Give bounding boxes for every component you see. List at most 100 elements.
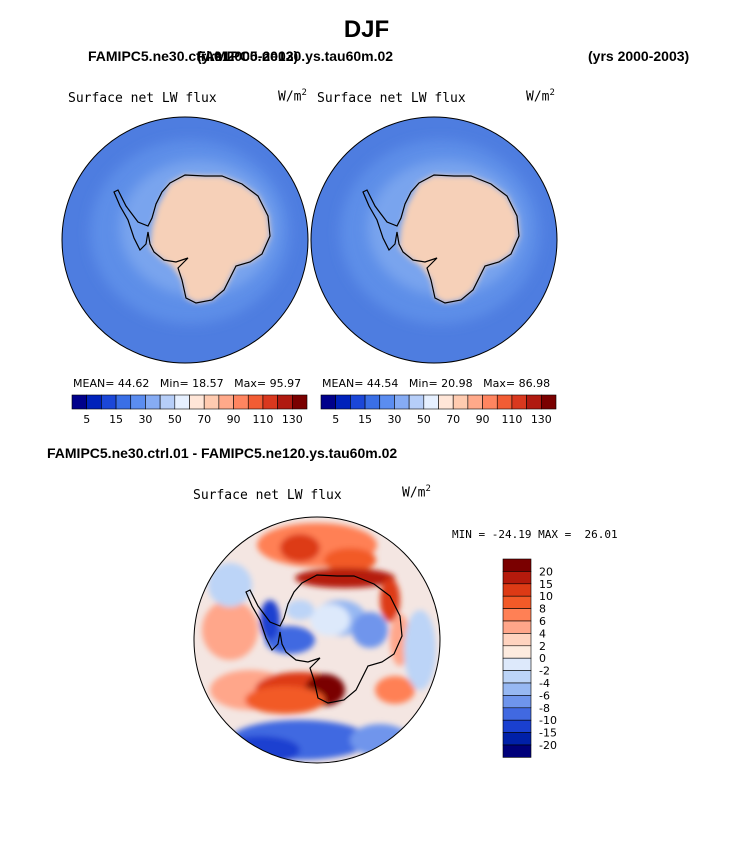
panel1-colorbar-tick: 15 [109, 413, 123, 426]
panel2-stats: MEAN= 44.54 Min= 20.98 Max= 86.98 [322, 377, 551, 390]
panel1-colorbar-swatch [218, 394, 234, 410]
panel3-colorbar-swatch [502, 620, 532, 634]
diff-field-patch [202, 600, 258, 660]
diff-field-patch [310, 604, 350, 636]
panel2-inner-band [368, 160, 524, 296]
panel1-colorbar-tick: 130 [282, 413, 303, 426]
diff-field-patch [220, 736, 300, 763]
panel3-colorbar-swatch [502, 558, 532, 572]
panel2-map-border [310, 116, 558, 364]
panel3-colorbar-tick: -6 [539, 689, 550, 702]
panel3-map-border [193, 516, 441, 764]
diff-field-patch [352, 612, 388, 648]
panel3-colorbar-swatch [502, 682, 532, 696]
diff-field-patch [314, 600, 366, 636]
diff-field-patch [295, 568, 395, 588]
panel1-colorbar-swatch [189, 394, 205, 410]
diff-field-patch [324, 548, 376, 572]
panel2-map [311, 117, 557, 363]
panel3-variable-label: Surface net LW flux [193, 488, 342, 503]
panel2-colorbar-swatch [438, 394, 454, 410]
panel2-colorbar-swatch [511, 394, 527, 410]
panel3-colorbar-tick: -8 [539, 702, 550, 715]
diff-field-patch [260, 600, 280, 640]
diff-field-patch [255, 672, 345, 708]
diff-field-patch [375, 676, 415, 704]
panel1-colorbar-swatch [203, 394, 220, 410]
diff-field-patch [210, 670, 290, 710]
panel1-colorbar-swatch [86, 394, 102, 410]
panel1-variable-label: Surface net LW flux [68, 91, 217, 106]
panel2-colorbar-tick: 70 [446, 413, 460, 426]
panel2-colorbar: 5 15 30 50 70 90 110 130 [320, 394, 557, 426]
panel2-midlat-band [340, 140, 540, 324]
panel1-colorbar-swatch [174, 394, 190, 410]
panel3-colorbar-swatch [502, 670, 532, 684]
panel3-colorbar-swatch [502, 744, 532, 758]
panel1-colorbar-tick: 50 [168, 413, 182, 426]
panel3-colorbar-swatch [502, 633, 532, 647]
diff-field-patch [280, 534, 320, 562]
panel2-colorbar-tick: 5 [332, 413, 339, 426]
panel3-difference-field [202, 523, 436, 763]
panel2-colorbar-swatch [467, 394, 483, 410]
panel1-colorbar-swatch [262, 394, 278, 410]
panel2-colorbar-swatch [496, 394, 513, 410]
diff-field-patch [305, 674, 345, 706]
figure-title: DJF [343, 16, 390, 43]
panel2-colorbar-swatch [350, 394, 366, 410]
panel3-colorbar-tick: 2 [539, 640, 546, 653]
diff-field-patch [286, 600, 314, 620]
panel3-coastline [245, 574, 403, 704]
panel3-colorbar-swatch [502, 595, 532, 609]
panel3-colorbar-tick: 15 [539, 578, 553, 591]
panel2-colorbar-swatch [320, 394, 336, 410]
panel2-colorbar-swatch [335, 394, 351, 410]
panel3-colorbar-tick: -4 [539, 677, 550, 690]
panel3-colorbar-swatch [502, 657, 532, 671]
panel1-colorbar-swatch [233, 394, 249, 410]
panel2-ocean-field [311, 117, 557, 363]
panel3-colorbar-swatch [502, 695, 532, 709]
panel1-colorbar-swatch [130, 394, 146, 410]
panel3-colorbar-tick: 8 [539, 603, 546, 616]
diff-field-patch [390, 614, 410, 666]
panel1-colorbar-swatch [145, 394, 161, 410]
diff-field-patch [230, 720, 370, 760]
panel1-map [62, 117, 308, 363]
panel2-colorbar-swatch [541, 394, 557, 410]
panel1-coastline [113, 174, 271, 304]
diff-field-patch [404, 610, 436, 690]
panel3-units-label: W/m2 [402, 484, 431, 501]
panel2-colorbar-tick: 15 [358, 413, 372, 426]
panel1-inner-band [120, 160, 276, 296]
diff-field-patch [257, 523, 377, 567]
panel1-stats: MEAN= 44.62 Min= 18.57 Max= 95.97 [73, 377, 302, 390]
top-left-years-label: (yrs 2000-2003) [197, 48, 299, 64]
top-right-case-label: FAMIPC5.ne120.ys.tau60m.02 [197, 48, 394, 64]
panel3-colorbar-swatch [502, 707, 532, 721]
panel1-colorbar-tick: 70 [197, 413, 211, 426]
panel2-coastline [362, 174, 520, 304]
diff-field-patch [245, 686, 325, 714]
panel2-colorbar-tick: 130 [531, 413, 552, 426]
top-right-years-label: (yrs 2000-2003) [588, 48, 690, 64]
panel2-colorbar-tick: 90 [476, 413, 490, 426]
panel1-colorbar-tick: 5 [83, 413, 90, 426]
panel3-map [194, 517, 440, 763]
panel2-colorbar-swatch [482, 394, 498, 410]
diff-field-patch [380, 578, 400, 622]
panel3-colorbar-tick: 4 [539, 627, 546, 640]
panel2-colorbar-tick: 110 [501, 413, 522, 426]
diff-panel-title: FAMIPC5.ne30.ctrl.01 - FAMIPC5.ne120.ys.… [47, 445, 398, 461]
panel1-units-label: W/m2 [278, 88, 307, 105]
panel3-colorbar-tick: -2 [539, 665, 550, 678]
panel2-colorbar-swatch [379, 394, 395, 410]
panel3-colorbar-swatch [502, 571, 532, 585]
panel3-colorbar-swatch [502, 608, 532, 622]
panel1-colorbar-swatch [115, 394, 132, 410]
panel1-map-border [61, 116, 309, 364]
panel2-colorbar-swatch [408, 394, 425, 410]
